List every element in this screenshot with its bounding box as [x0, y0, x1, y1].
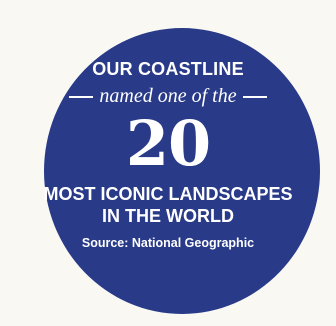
award-badge-circle [44, 28, 320, 314]
left-dash [69, 96, 94, 98]
badge-number: 20 [125, 107, 211, 180]
badge-subheading-row: named one of the [0, 84, 336, 108]
badge-subheading: named one of the [99, 85, 237, 107]
badge-source: Source: National Geographic [81, 236, 255, 250]
badge-tagline-line1: MOST ICONIC LANDSCAPES [43, 184, 293, 204]
badge-heading: OUR COASTLINE [92, 59, 244, 79]
right-dash [242, 96, 267, 98]
badge-tagline-line2: IN THE WORLD [102, 206, 234, 226]
badge-tagline: MOST ICONIC LANDSCAPES IN THE WORLD [0, 183, 336, 227]
